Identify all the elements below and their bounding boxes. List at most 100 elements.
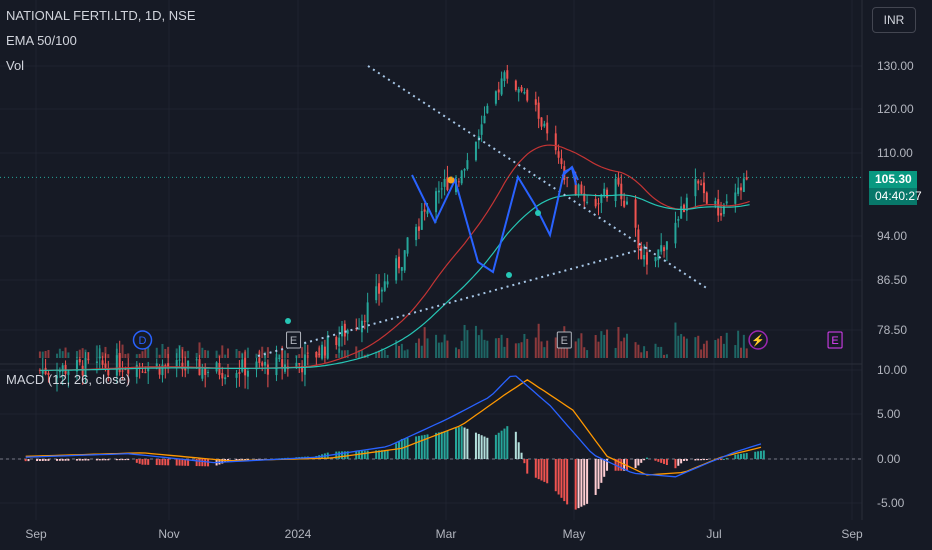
- volume-bar: [480, 329, 483, 358]
- volume-bar: [358, 350, 361, 358]
- candle-body: [594, 198, 597, 207]
- macd-histogram-bar: [657, 459, 660, 462]
- macd-histogram-bar: [207, 459, 210, 467]
- volume-bar: [417, 338, 420, 358]
- volume-bar: [184, 351, 187, 358]
- volume-bar: [517, 343, 520, 358]
- signal-dot: [506, 272, 512, 278]
- macd-histogram-bar: [537, 459, 540, 480]
- volume-bar: [261, 346, 264, 358]
- macd-histogram-bar: [742, 453, 745, 459]
- candle-body: [383, 281, 386, 291]
- macd-histogram-bar: [366, 450, 369, 459]
- event-marker: D: [132, 330, 153, 350]
- candle-body: [184, 367, 187, 371]
- volume-bar: [161, 343, 164, 358]
- macd-histogram-bar: [497, 432, 500, 459]
- candle-body: [700, 183, 703, 185]
- macd-histogram-bar: [586, 459, 589, 504]
- volume-bar: [503, 346, 506, 358]
- macd-histogram-bar: [694, 459, 697, 461]
- macd-histogram-bar: [580, 459, 583, 507]
- candle-body: [497, 89, 500, 93]
- candle-body: [460, 170, 463, 184]
- macd-histogram-bar: [543, 459, 546, 482]
- volume-bar: [41, 351, 44, 358]
- macd-histogram-bar: [201, 459, 204, 467]
- candle-body: [517, 88, 520, 93]
- volume-bar: [577, 338, 580, 358]
- ascending-trendline: [257, 246, 651, 357]
- macd-histogram-bar: [583, 459, 586, 506]
- volume-bar: [657, 346, 660, 358]
- candle-body: [78, 358, 81, 363]
- volume-bar: [494, 338, 497, 358]
- candle-body: [714, 201, 717, 206]
- macd-histogram-bar: [757, 451, 760, 459]
- event-label: D: [139, 335, 147, 347]
- volume-bar: [147, 346, 150, 358]
- volume-bar: [426, 338, 429, 358]
- volume-bar: [135, 354, 138, 358]
- currency-button[interactable]: INR: [872, 7, 916, 33]
- macd-histogram-bar: [463, 427, 466, 459]
- macd-histogram-bar: [187, 459, 190, 466]
- volume-bar: [694, 337, 697, 358]
- macd-histogram-bar: [546, 459, 549, 484]
- macd-histogram-bar: [523, 459, 526, 464]
- macd-histogram-bar: [107, 459, 110, 461]
- macd-histogram-bar: [67, 459, 70, 461]
- candle-body: [118, 352, 121, 373]
- macd-histogram-bar: [87, 459, 90, 461]
- volume-bar: [338, 348, 341, 358]
- volume-bar: [626, 333, 628, 358]
- candle-body: [657, 249, 660, 260]
- macd-histogram-bar: [221, 459, 224, 464]
- volume-bar: [56, 353, 58, 358]
- volume-bar: [466, 330, 469, 358]
- volume-bar: [124, 354, 127, 358]
- candle-body: [637, 229, 640, 249]
- volume-bar: [198, 342, 201, 358]
- candle-body: [306, 352, 309, 354]
- volume-bar: [483, 339, 486, 358]
- volume-bar: [187, 350, 190, 358]
- candle-body: [164, 365, 167, 367]
- macd-histogram-bar: [640, 459, 643, 463]
- candle-body: [506, 70, 509, 79]
- volume-bar: [423, 327, 426, 358]
- macd-histogram-bar: [363, 450, 366, 459]
- candle-body: [218, 363, 221, 375]
- candle-body: [67, 371, 70, 375]
- signal-line: [25, 379, 762, 476]
- candle-body: [238, 372, 241, 374]
- candle-body: [241, 359, 244, 372]
- volume-bar: [87, 352, 90, 358]
- candle-body: [500, 78, 503, 95]
- event-marker: E: [827, 331, 843, 349]
- macd-histogram-bar: [574, 459, 577, 510]
- macd-histogram-bar: [24, 459, 27, 462]
- macd-histogram-bar: [417, 435, 420, 459]
- volume-bar: [201, 347, 204, 358]
- volume-bar: [665, 354, 668, 358]
- macd-histogram-bar: [375, 450, 378, 459]
- candle-body: [417, 226, 420, 231]
- ema-legend: EMA 50/100: [6, 33, 77, 48]
- macd-histogram-bar: [503, 428, 506, 459]
- candle-body: [603, 188, 606, 196]
- candle-body: [463, 168, 466, 171]
- macd-histogram-bar: [127, 459, 130, 461]
- candle-body: [187, 360, 190, 369]
- volume-bar: [218, 354, 221, 358]
- macd-histogram-bar: [745, 453, 748, 459]
- price-tick-label: 86.50: [877, 273, 907, 287]
- macd-histogram-bar: [184, 459, 187, 466]
- candle-body: [600, 194, 603, 203]
- macd-histogram-bar: [36, 459, 39, 462]
- macd-histogram-bar: [725, 457, 728, 459]
- macd-histogram-bar: [606, 459, 609, 471]
- candle-body: [694, 178, 697, 197]
- candle-body: [457, 181, 460, 183]
